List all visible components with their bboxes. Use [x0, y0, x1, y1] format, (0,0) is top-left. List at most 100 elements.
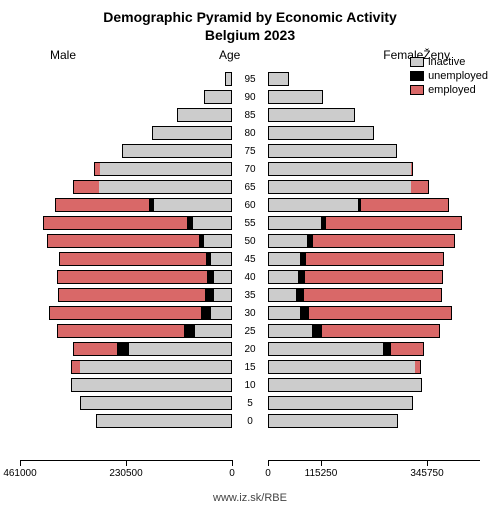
segment-employed [326, 216, 462, 230]
segment-unemployed [205, 288, 213, 302]
legend-swatch-inactive [410, 57, 424, 67]
pyramid-row: 75 [20, 142, 480, 160]
age-tick: 95 [232, 74, 268, 85]
segment-inactive [152, 126, 232, 140]
segment-inactive [268, 216, 321, 230]
segment-inactive [268, 90, 323, 104]
title-line-1: Demographic Pyramid by Economic Activity [0, 8, 500, 26]
segment-inactive [96, 414, 232, 428]
segment-unemployed [207, 270, 214, 284]
segment-employed [57, 324, 183, 338]
age-tick: 10 [232, 380, 268, 391]
segment-unemployed [296, 288, 304, 302]
segment-inactive [195, 324, 232, 338]
age-tick: 45 [232, 254, 268, 265]
female-bar [268, 342, 480, 356]
pyramid-row: 20 [20, 340, 480, 358]
segment-unemployed [383, 342, 391, 356]
segment-inactive [225, 72, 232, 86]
male-bar [20, 306, 232, 320]
pyramid-row: 90 [20, 88, 480, 106]
male-bar [20, 234, 232, 248]
pyramid-chart: 95908580757065605550454035302520151050 [20, 70, 480, 456]
age-tick: 65 [232, 182, 268, 193]
tick-label: 115250 [305, 468, 338, 479]
segment-inactive [268, 234, 307, 248]
segment-unemployed [201, 306, 211, 320]
segment-inactive [193, 216, 232, 230]
male-bar [20, 162, 232, 176]
segment-employed [411, 180, 429, 194]
female-bar [268, 108, 480, 122]
segment-employed [43, 216, 188, 230]
male-bar [20, 252, 232, 266]
age-tick: 35 [232, 290, 268, 301]
segment-unemployed [298, 270, 305, 284]
pyramid-row: 25 [20, 322, 480, 340]
segment-employed [73, 342, 117, 356]
segment-employed [309, 306, 452, 320]
male-bar [20, 414, 232, 428]
age-tick: 70 [232, 164, 268, 175]
legend-item-inactive: inactive [410, 56, 488, 68]
pyramid-row: 15 [20, 358, 480, 376]
segment-inactive [268, 72, 289, 86]
tick-label: 461000 [3, 468, 36, 479]
tick-label: 345750 [410, 468, 443, 479]
pyramid-row: 35 [20, 286, 480, 304]
female-bar [268, 378, 480, 392]
segment-inactive [214, 270, 232, 284]
female-bar [268, 252, 480, 266]
male-bar [20, 198, 232, 212]
segment-inactive [268, 396, 413, 410]
female-bar [268, 72, 480, 86]
age-tick: 90 [232, 92, 268, 103]
segment-inactive [122, 144, 232, 158]
segment-inactive [268, 252, 300, 266]
segment-inactive [268, 414, 398, 428]
legend-label-inactive: inactive [428, 56, 465, 68]
female-bar [268, 90, 480, 104]
tick [232, 460, 233, 466]
segment-employed [58, 288, 205, 302]
age-tick: 20 [232, 344, 268, 355]
pyramid-row: 65 [20, 178, 480, 196]
axis-line [268, 460, 480, 461]
segment-inactive [268, 162, 411, 176]
segment-employed [313, 234, 456, 248]
male-label: Male [50, 48, 76, 62]
segment-inactive [100, 162, 232, 176]
x-axis-female: 0115250345750 [268, 460, 480, 490]
segment-employed [361, 198, 448, 212]
segment-employed [71, 360, 80, 374]
x-axis-male: 4610002305000 [20, 460, 232, 490]
female-bar [268, 396, 480, 410]
tick [126, 460, 127, 466]
female-bar [268, 162, 480, 176]
pyramid-row: 0 [20, 412, 480, 430]
pyramid-row: 55 [20, 214, 480, 232]
pyramid-row: 30 [20, 304, 480, 322]
x-axis: 4610002305000 0 115250 345750 [20, 460, 480, 490]
tick-label: 0 [229, 468, 235, 479]
segment-employed [306, 252, 444, 266]
segment-inactive [211, 306, 232, 320]
segment-inactive [214, 288, 232, 302]
female-bar [268, 306, 480, 320]
segment-inactive [80, 360, 232, 374]
pyramid-row: 85 [20, 106, 480, 124]
segment-inactive [268, 108, 355, 122]
age-tick: 80 [232, 128, 268, 139]
segment-inactive [211, 252, 232, 266]
female-bar [268, 288, 480, 302]
female-bar [268, 360, 480, 374]
segment-employed [305, 270, 443, 284]
male-bar [20, 126, 232, 140]
male-bar [20, 108, 232, 122]
male-bar [20, 288, 232, 302]
pyramid-row: 45 [20, 250, 480, 268]
male-bar [20, 144, 232, 158]
segment-employed [322, 324, 441, 338]
age-tick: 15 [232, 362, 268, 373]
tick [427, 460, 428, 466]
